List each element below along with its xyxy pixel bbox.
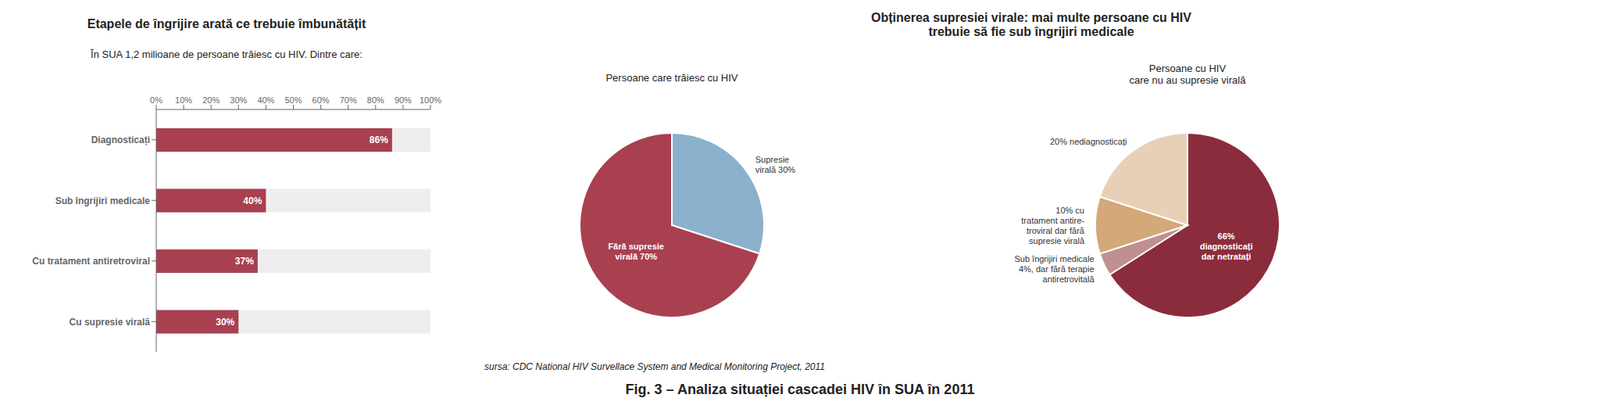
svg-text:40%: 40% [242,195,262,207]
svg-text:30%: 30% [229,95,247,105]
svg-text:90%: 90% [394,95,412,105]
svg-text:60%: 60% [312,95,330,105]
svg-text:Sub îngrijiri medicale: Sub îngrijiri medicale [55,195,151,207]
html-text:sursa: CDC National HIV Survel: sursa: CDC National HIV Survellace Syste… [484,360,825,372]
svg-text:10%: 10% [175,95,193,105]
html-text:Persoane care trăiesc cu HIV: Persoane care trăiesc cu HIV [605,71,738,84]
svg-text:37%: 37% [235,255,254,267]
svg-text:70%: 70% [339,95,358,105]
html-text:Persoane cu HIV care nu au sup: Persoane cu HIV care nu au supresie vira… [1129,62,1246,86]
svg-text:Diagnosticați: Diagnosticați [91,134,150,146]
svg-text:100%: 100% [419,95,442,105]
svg-text:66%diagnosticațidar netratați: 66%diagnosticațidar netratați [1200,231,1254,261]
svg-text:Fără supresievirală 70%: Fără supresievirală 70% [607,241,665,261]
svg-text:40%: 40% [257,95,275,105]
svg-text:Cu supresie virală: Cu supresie virală [69,316,151,328]
html-text:Etapele de îngrijire arată ce: Etapele de îngrijire arată ce trebuie îm… [87,17,366,31]
svg-text:20% nediagnosticați: 20% nediagnosticați [1050,136,1127,147]
svg-text:10% cutratament antire-trovira: 10% cutratament antire-troviral dar fără… [1021,205,1086,246]
html-text:În SUA 1,2 milioane de persoan: În SUA 1,2 milioane de persoane trăiesc … [90,48,363,61]
svg-text:Cu tratament antiretroviral: Cu tratament antiretroviral [32,255,150,267]
svg-text:86%: 86% [369,134,389,146]
svg-text:Supresievirală 30%: Supresievirală 30% [755,154,797,175]
svg-text:50%: 50% [284,95,302,105]
svg-text:0%: 0% [150,95,163,105]
html-text:Fig. 3 – Analiza situației cas: Fig. 3 – Analiza situației cascadei HIV … [625,381,975,397]
svg-text:80%: 80% [367,95,385,105]
svg-text:30%: 30% [215,316,235,328]
svg-text:Sub îngrijiri medicale4%, dar: Sub îngrijiri medicale4%, dar fără terap… [1014,253,1095,284]
svg-text:20%: 20% [202,95,220,105]
html-text:Obținerea supresiei virale: ma: Obținerea supresiei virale: mai multe pe… [871,10,1192,39]
